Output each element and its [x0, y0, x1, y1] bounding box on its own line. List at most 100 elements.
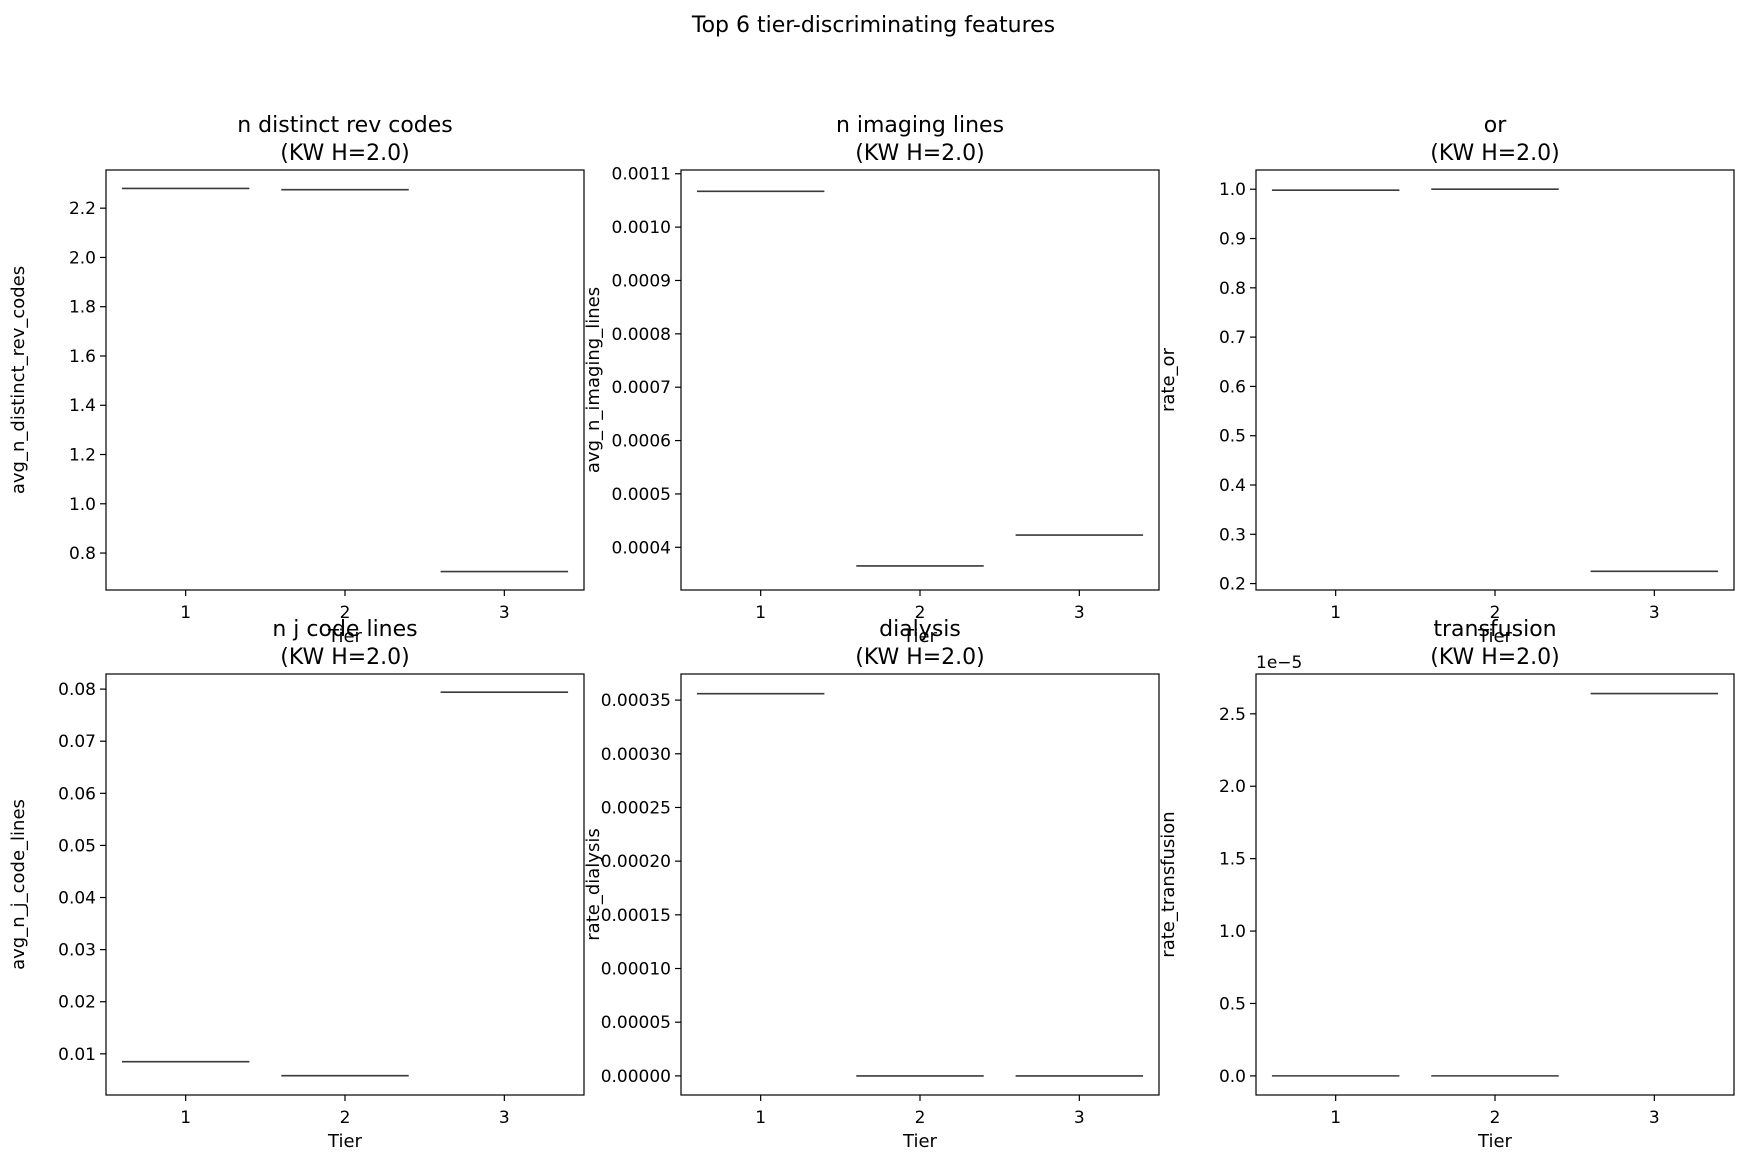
x-tick-label: 1	[755, 603, 766, 623]
x-tick-label: 3	[1649, 1108, 1660, 1128]
subplot-title: n j code lines	[272, 617, 417, 642]
y-tick-label: 0.00000	[601, 1067, 671, 1087]
y-tick-label: 0.0006	[612, 432, 671, 452]
subplot-title: or	[1484, 113, 1507, 138]
y-tick-label: 2.2	[69, 199, 96, 219]
x-axis-label: Tier	[1477, 1131, 1513, 1152]
y-tick-label: 0.01	[58, 1045, 96, 1065]
subplot-subtitle: (KW H=2.0)	[280, 141, 410, 166]
y-tick-label: 0.8	[1219, 279, 1246, 299]
y-tick-label: 0.0004	[612, 538, 671, 558]
y-tick-label: 0.03	[58, 941, 96, 961]
subplot-6: 0.0 0.5 1.0 1.5 2.0 2.5 1 2 3 transfusion (KW H=2.…	[1158, 617, 1735, 1152]
y-tick-label: 0.0007	[612, 378, 671, 398]
y-tick-label: 0.04	[58, 889, 96, 909]
y-tick-label: 0.00035	[601, 691, 671, 711]
x-tick-label: 2	[1490, 1108, 1501, 1128]
y-tick-label: 1.4	[69, 396, 96, 416]
subplot-title: n distinct rev codes	[237, 113, 453, 138]
y-tick-label: 0.3	[1219, 525, 1246, 545]
subplot-1: 0.8 1.0 1.2 1.4 1.6 1.8 2.0 2.2 1 2 3 n distinct re…	[8, 113, 585, 647]
subplot-subtitle: (KW H=2.0)	[1430, 645, 1560, 670]
subplot-subtitle: (KW H=2.0)	[855, 645, 985, 670]
x-tick-label: 1	[180, 603, 191, 623]
x-tick-label: 3	[499, 603, 510, 623]
x-tick-label: 3	[1074, 603, 1085, 623]
y-tick-label: 1.0	[1219, 922, 1246, 942]
y-tick-label: 1.6	[69, 347, 96, 367]
y-axis-label: rate_dialysis	[583, 828, 604, 940]
x-axis-label: Tier	[327, 626, 363, 647]
y-tick-label: 0.4	[1219, 476, 1246, 496]
y-tick-label: 0.00030	[601, 745, 671, 765]
y-tick-label: 0.0	[1219, 1067, 1246, 1087]
y-tick-label: 0.6	[1219, 377, 1246, 397]
x-tick-label: 2	[340, 1108, 351, 1128]
axis-offset-label: 1e−5	[1256, 653, 1302, 673]
y-tick-label: 0.5	[1219, 994, 1246, 1014]
y-tick-label: 0.05	[58, 836, 96, 856]
x-axis-label: Tier	[1477, 626, 1513, 647]
y-tick-label: 0.00005	[601, 1013, 671, 1033]
figure-title: Top 6 tier-discriminating features	[691, 13, 1055, 38]
subplot-title: n imaging lines	[836, 113, 1004, 138]
y-tick-label: 2.0	[69, 248, 96, 268]
y-tick-label: 0.0008	[612, 325, 671, 345]
y-tick-label: 0.00025	[601, 798, 671, 818]
y-tick-label: 0.06	[58, 784, 96, 804]
y-axis-label: rate_or	[1158, 347, 1179, 412]
y-axis-label: avg_n_j_code_lines	[8, 799, 29, 970]
subplot-subtitle: (KW H=2.0)	[855, 141, 985, 166]
y-tick-label: 0.0010	[612, 218, 671, 238]
subplot-4: 0.01 0.02 0.03 0.04 0.05 0.06 0.07 0.08 1 2 3 n j c…	[8, 617, 585, 1152]
y-tick-label: 1.0	[69, 495, 96, 515]
subplot-2: 0.0004 0.0005 0.0006 0.0007 0.0008 0.0009 0.00…	[583, 113, 1160, 647]
x-tick-label: 1	[1330, 1108, 1341, 1128]
x-tick-label: 2	[915, 1108, 926, 1128]
y-tick-label: 0.9	[1219, 230, 1246, 250]
y-tick-label: 0.02	[58, 993, 96, 1013]
x-axis-label: Tier	[902, 1131, 938, 1152]
x-tick-label: 3	[1649, 603, 1660, 623]
subplot-3: 0.2 0.3 0.4 0.5 0.6 0.7 0.8 0.9 1.0 1 2 3 or (KW H=2.…	[1158, 113, 1735, 647]
x-axis-label: Tier	[902, 626, 938, 647]
x-tick-label: 3	[1074, 1108, 1085, 1128]
y-tick-label: 0.7	[1219, 328, 1246, 348]
y-tick-label: 2.0	[1219, 777, 1246, 797]
y-tick-label: 0.0011	[612, 165, 671, 185]
y-tick-label: 1.5	[1219, 850, 1246, 870]
y-axis-label: avg_n_distinct_rev_codes	[8, 266, 29, 494]
y-tick-label: 0.2	[1219, 575, 1246, 595]
y-tick-label: 0.00015	[601, 906, 671, 926]
subplot-title: transfusion	[1433, 617, 1556, 642]
x-tick-label: 2	[340, 603, 351, 623]
y-tick-label: 0.07	[58, 732, 96, 752]
x-tick-label: 1	[1330, 603, 1341, 623]
y-tick-label: 2.5	[1219, 705, 1246, 725]
y-axis-label: rate_transfusion	[1158, 811, 1179, 957]
y-axis-label: avg_n_imaging_lines	[583, 287, 604, 473]
subplot-title: dialysis	[879, 617, 961, 642]
subplot-grid: 0.8 1.0 1.2 1.4 1.6 1.8 2.0 2.2 1 2 3 n distinct re…	[8, 113, 1735, 1152]
subplot-subtitle: (KW H=2.0)	[280, 645, 410, 670]
y-tick-label: 0.0009	[612, 271, 671, 291]
y-tick-label: 0.08	[58, 680, 96, 700]
y-tick-label: 1.2	[69, 446, 96, 466]
subplot-subtitle: (KW H=2.0)	[1430, 141, 1560, 166]
x-tick-label: 2	[1490, 603, 1501, 623]
x-tick-label: 1	[180, 1108, 191, 1128]
x-axis-label: Tier	[327, 1131, 363, 1152]
y-tick-label: 0.5	[1219, 427, 1246, 447]
y-tick-label: 0.00010	[601, 960, 671, 980]
x-tick-label: 3	[499, 1108, 510, 1128]
y-tick-label: 0.0005	[612, 485, 671, 505]
y-tick-label: 1.8	[69, 298, 96, 318]
y-tick-label: 1.0	[1219, 180, 1246, 200]
x-tick-label: 2	[915, 603, 926, 623]
y-tick-label: 0.00020	[601, 852, 671, 872]
subplot-5: 0.00000 0.00005 0.00010 0.00015 0.00020 0.000…	[583, 617, 1160, 1152]
x-tick-label: 1	[755, 1108, 766, 1128]
y-tick-label: 0.8	[69, 544, 96, 564]
